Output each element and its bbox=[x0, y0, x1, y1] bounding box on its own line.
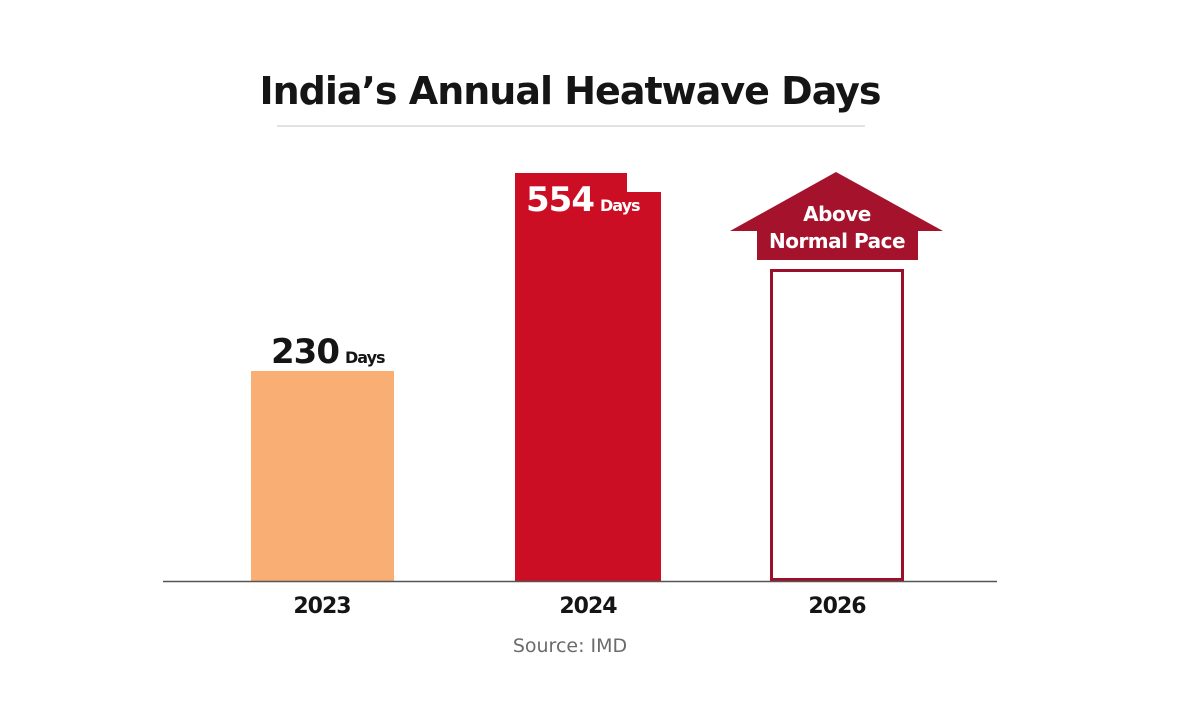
tick-label-2024: 2024 bbox=[559, 594, 617, 619]
tick-label-2023: 2023 bbox=[293, 594, 350, 619]
up-arrow-icon bbox=[730, 172, 943, 260]
source-note: Source: IMD bbox=[513, 635, 627, 657]
annotation-line2: Normal Pace bbox=[769, 229, 905, 253]
bar-2026-outline bbox=[770, 269, 904, 581]
bar-2024 bbox=[515, 173, 661, 581]
data-label-2023: 230 Days bbox=[271, 332, 385, 372]
chart-title: India’s Annual Heatwave Days bbox=[259, 69, 880, 113]
annotation-line1: Above bbox=[803, 202, 871, 226]
data-label-2024: 554 Days bbox=[526, 180, 640, 220]
bar-2023 bbox=[251, 371, 394, 581]
tick-label-2026: 2026 bbox=[808, 594, 866, 619]
